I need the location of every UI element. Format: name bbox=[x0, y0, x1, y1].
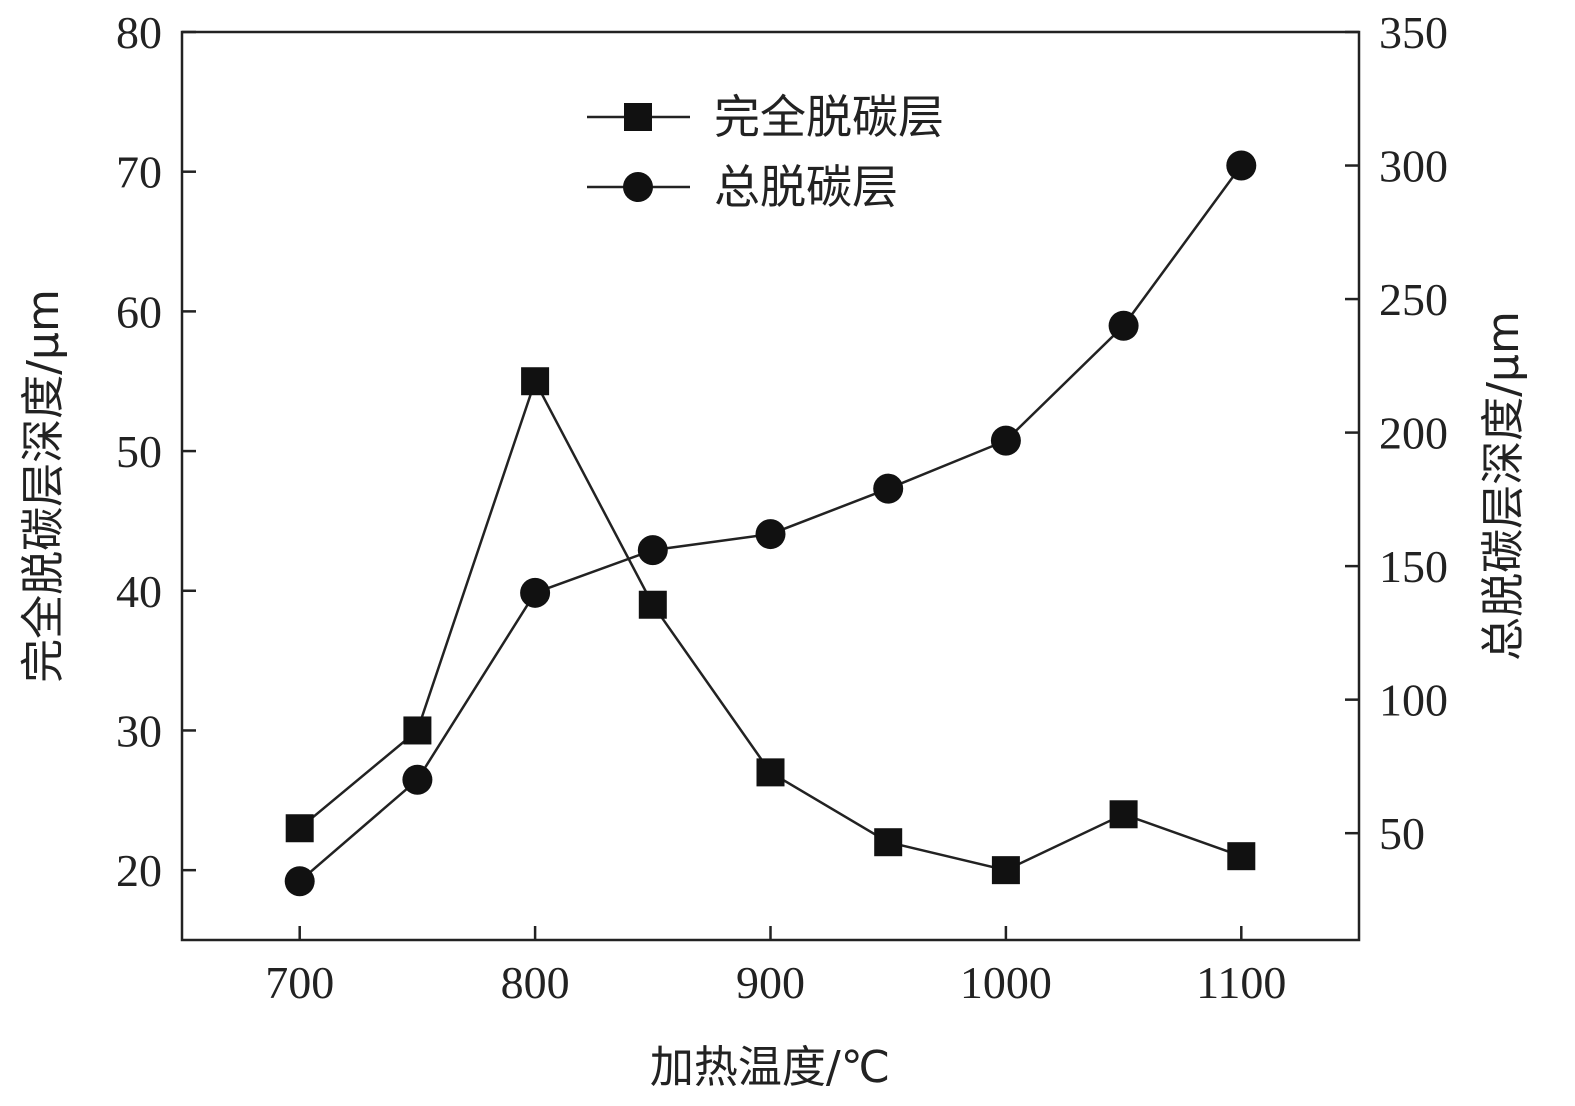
y-left-tick-label: 20 bbox=[116, 845, 162, 896]
data-point-square bbox=[874, 828, 903, 857]
data-point-square bbox=[638, 590, 667, 619]
y-right-tick-label: 350 bbox=[1379, 7, 1448, 58]
data-point-circle bbox=[637, 535, 668, 566]
y-left-tick-label: 60 bbox=[116, 286, 162, 337]
data-point-circle bbox=[990, 425, 1021, 456]
y-right-tick-label: 300 bbox=[1379, 141, 1448, 192]
data-point-square bbox=[403, 716, 432, 745]
y-left-tick-label: 40 bbox=[116, 566, 162, 617]
series-line-0 bbox=[298, 378, 1242, 872]
legend-marker-circle bbox=[623, 172, 653, 202]
x-tick-label: 900 bbox=[736, 957, 805, 1008]
x-tick-label: 1000 bbox=[960, 957, 1052, 1008]
y-right-tick-label: 200 bbox=[1379, 408, 1448, 459]
legend-label-total: 总脱碳层 bbox=[714, 160, 898, 214]
data-point-circle bbox=[284, 866, 315, 897]
x-tick-label: 700 bbox=[265, 957, 334, 1008]
data-point-circle bbox=[1108, 310, 1139, 341]
y-right-tick-label: 250 bbox=[1379, 274, 1448, 325]
y-axis-left: 20 30 40 50 60 70 80 bbox=[116, 7, 196, 896]
y-right-tick-label: 50 bbox=[1379, 808, 1425, 859]
x-axis-title: 加热温度/℃ bbox=[650, 1042, 890, 1093]
x-tick-label: 1100 bbox=[1196, 957, 1286, 1008]
y-right-tick-label: 150 bbox=[1379, 541, 1448, 592]
legend-label-complete: 完全脱碳层 bbox=[714, 90, 944, 144]
y-left-tick-label: 30 bbox=[116, 705, 162, 756]
data-point-square bbox=[521, 367, 550, 396]
data-point-square bbox=[285, 814, 314, 843]
series-layer bbox=[284, 150, 1257, 897]
x-axis: 700 800 900 1000 1100 bbox=[265, 926, 1286, 1008]
data-point-square bbox=[1109, 800, 1138, 829]
y-left-tick-label: 50 bbox=[116, 426, 162, 477]
y-axis-right-title: 总脱碳层深度/μm bbox=[1478, 311, 1529, 661]
data-point-square bbox=[756, 758, 785, 787]
data-point-square bbox=[991, 856, 1020, 885]
data-point-circle bbox=[1226, 150, 1257, 181]
y-left-tick-label: 70 bbox=[116, 147, 162, 198]
legend-marker-square bbox=[624, 103, 652, 131]
data-point-circle bbox=[873, 473, 904, 504]
y-left-tick-label: 80 bbox=[116, 7, 162, 58]
y-right-tick-label: 100 bbox=[1379, 675, 1448, 726]
data-point-circle bbox=[520, 577, 551, 608]
y-axis-right: 50 100 150 200 250 300 350 bbox=[1345, 7, 1448, 859]
data-point-circle bbox=[402, 764, 433, 795]
x-tick-label: 800 bbox=[501, 957, 570, 1008]
y-axis-left-title: 完全脱碳层深度/μm bbox=[18, 289, 69, 683]
data-point-square bbox=[1227, 842, 1256, 871]
legend: 完全脱碳层 总脱碳层 bbox=[587, 90, 944, 214]
data-point-circle bbox=[755, 519, 786, 550]
